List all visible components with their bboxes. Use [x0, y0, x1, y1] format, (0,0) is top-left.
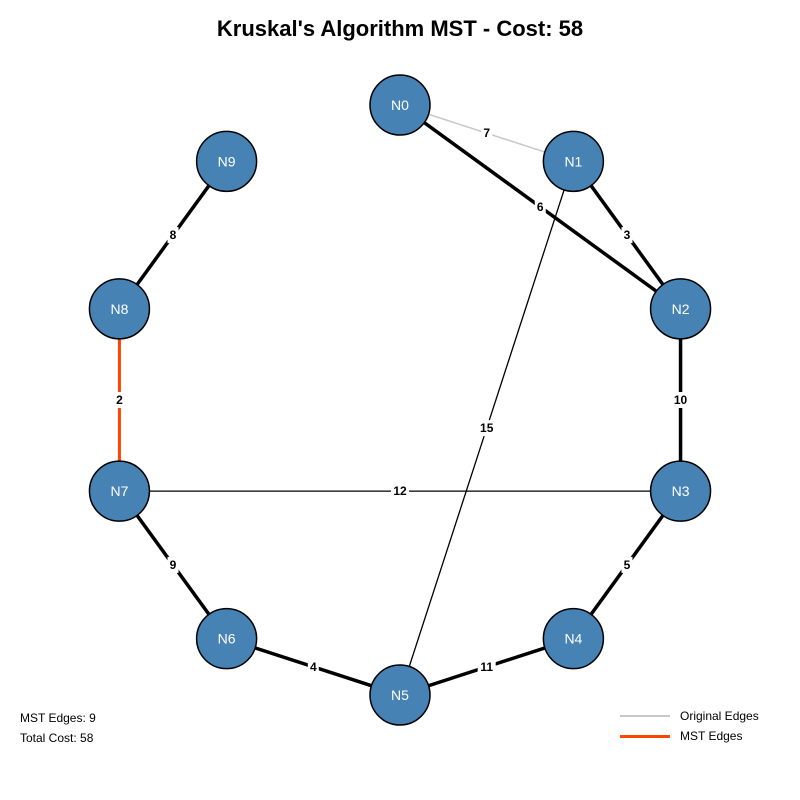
edge-label-bg: [534, 198, 546, 215]
edge-label-bg: [671, 392, 690, 408]
edge-label-bg: [113, 392, 125, 408]
diagram-title: Kruskal's Algorithm MST - Cost: 58: [216, 16, 584, 41]
node-circle: [542, 130, 605, 193]
edge-weight-label: 7: [483, 126, 490, 140]
edge-weight-label: 5: [624, 558, 631, 572]
node-label: N2: [672, 301, 690, 317]
node-label: N7: [110, 483, 128, 499]
edge-label-bg: [481, 125, 493, 142]
node-circle: [195, 130, 258, 193]
edge-weight-label: 10: [674, 393, 688, 407]
node-label: N6: [218, 631, 236, 647]
edge-label-bg: [167, 227, 179, 244]
total-cost: Total Cost: 58: [20, 731, 94, 745]
node-n6: N6: [195, 607, 258, 670]
edge-weight-label: 11: [480, 660, 493, 674]
edge-label-bg: [621, 556, 633, 573]
mst-edges-count: MST Edges: 9: [20, 711, 96, 725]
node-circle: [542, 607, 605, 670]
edge-weight-label: 4: [310, 660, 317, 674]
node-label: N9: [218, 153, 236, 169]
node-circle: [649, 460, 712, 522]
node-n0: N0: [369, 74, 431, 136]
edge-label-bg: [391, 483, 409, 500]
edge-weight-label: 9: [170, 558, 177, 572]
node-circle: [649, 278, 712, 340]
node-n7: N7: [88, 460, 151, 522]
edge-label-bg: [307, 658, 319, 675]
node-circle: [195, 607, 258, 670]
node-label: N0: [391, 97, 409, 113]
edge-label-bg: [477, 658, 496, 675]
legend-mst-swatch: [620, 734, 670, 738]
node-label: N4: [564, 631, 582, 647]
edges-layer: [117, 103, 683, 697]
node-n8: N8: [88, 278, 151, 340]
node-n9: N9: [195, 130, 258, 193]
edge-weight-label: 3: [624, 228, 631, 242]
legend-original-swatch: [620, 715, 670, 717]
node-circle: [88, 460, 151, 522]
legend-original-label: Original Edges: [680, 709, 759, 723]
node-n1: N1: [542, 130, 605, 193]
edge-label-bg: [477, 420, 496, 437]
node-label: N8: [110, 301, 128, 317]
edge-weight-label: 15: [480, 421, 494, 435]
edge-label-bg: [621, 227, 633, 244]
legend-item-mst: MST Edges: [620, 726, 759, 746]
node-label: N1: [564, 153, 582, 169]
legend-item-original: Original Edges: [620, 706, 759, 726]
node-n2: N2: [649, 278, 712, 340]
node-label: N3: [672, 483, 690, 499]
node-circle: [88, 278, 151, 340]
node-circle: [369, 74, 431, 136]
edge-weight-label: 2: [116, 393, 123, 407]
edge-weight-label: 6: [537, 200, 544, 214]
stats-panel: MST Edges: 9 Total Cost: 58: [20, 708, 96, 748]
edge-weight-label: 8: [170, 228, 177, 242]
nodes-layer: N0 N1 N2 N3 N4 N5 N6 N7 N8 N9: [88, 74, 712, 726]
node-circle: [369, 664, 431, 726]
node-n5: N5: [369, 664, 431, 726]
legend: Original Edges MST Edges: [620, 706, 759, 746]
node-n3: N3: [649, 460, 712, 522]
node-n4: N4: [542, 607, 605, 670]
edge-weight-label: 12: [393, 484, 407, 498]
node-label: N5: [391, 687, 409, 703]
edge-labels-layer: 7 6 3 15 10 12 5 11 4 9 2 8: [113, 125, 690, 675]
legend-mst-label: MST Edges: [680, 729, 743, 743]
edge-label-bg: [167, 556, 179, 573]
